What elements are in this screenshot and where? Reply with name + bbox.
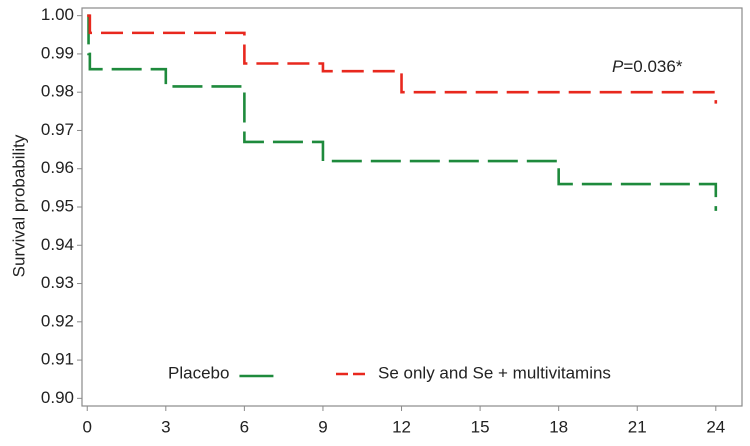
x-tick-label: 3: [161, 417, 170, 436]
legend-item: Placebo: [168, 363, 274, 382]
x-tick-label: 15: [471, 417, 490, 436]
legend-label: Placebo: [168, 363, 229, 382]
y-tick-label: 0.95: [41, 196, 74, 215]
y-tick-label: 0.99: [41, 43, 74, 62]
y-tick-label: 0.93: [41, 273, 74, 292]
survival-curve: [87, 14, 718, 104]
x-tick-label: 24: [706, 417, 725, 436]
legend-label: Se only and Se + multivitamins: [378, 363, 611, 382]
y-tick-label: 1.00: [41, 5, 74, 24]
x-tick-label: 12: [392, 417, 411, 436]
annotation-rest: =0.036*: [623, 57, 682, 76]
y-tick-label: 0.91: [41, 350, 74, 369]
y-tick-label: 0.97: [41, 120, 74, 139]
x-tick-label: 18: [549, 417, 568, 436]
x-tick-label: 0: [83, 417, 92, 436]
x-tick-label: 9: [318, 417, 327, 436]
x-tick-label: 21: [628, 417, 647, 436]
y-axis-label: Survival probability: [9, 134, 28, 277]
x-tick-label: 6: [240, 417, 249, 436]
annotation: P=0.036*: [612, 57, 683, 76]
survival-curve: [87, 14, 718, 211]
y-tick-label: 0.90: [41, 388, 74, 407]
y-tick-label: 0.94: [41, 235, 74, 254]
y-tick-label: 0.92: [41, 311, 74, 330]
annotation-italic: P: [612, 57, 624, 76]
y-tick-label: 0.96: [41, 158, 74, 177]
legend-item: Se only and Se + multivitamins: [336, 363, 611, 382]
y-tick-label: 0.98: [41, 82, 74, 101]
